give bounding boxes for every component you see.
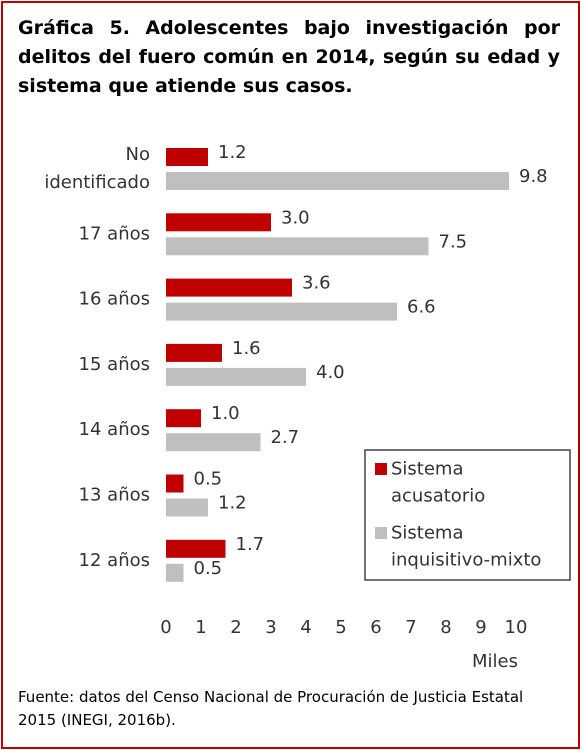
y-tick-label: 14 años [79, 419, 150, 440]
value-label: 3.6 [302, 273, 331, 294]
legend-label: Sistema acusatorio [391, 459, 485, 507]
bar [166, 343, 222, 362]
x-tick-label: 9 [475, 617, 486, 638]
x-tick-label: 1 [195, 617, 206, 638]
x-tick-label: 2 [230, 617, 241, 638]
value-label: 6.6 [407, 297, 436, 318]
legend-label: Sistema inquisitivo-mixto [391, 523, 541, 571]
value-label: 3.0 [281, 207, 310, 228]
value-label: 1.0 [211, 403, 240, 424]
value-label: 4.0 [316, 362, 345, 383]
value-label: 0.5 [194, 558, 223, 579]
bar [166, 302, 397, 321]
x-tick-label: 5 [335, 617, 346, 638]
value-label: 1.2 [218, 493, 247, 514]
legend-swatch [375, 527, 387, 539]
value-label: 1.2 [218, 142, 247, 163]
y-tick-label: 13 años [79, 485, 150, 506]
x-tick-label: 3 [265, 617, 276, 638]
bar [166, 409, 201, 428]
legend-box [364, 449, 571, 581]
bar [166, 172, 509, 190]
x-tick-label: 10 [505, 617, 528, 638]
bar [166, 278, 292, 297]
bar [166, 213, 271, 232]
y-tick-label: 17 años [79, 223, 150, 244]
bar [166, 474, 184, 493]
value-label: 9.8 [519, 166, 548, 187]
chart-title: Gráfica 5. Adolescentes bajo investigaci… [18, 17, 560, 97]
bar [166, 433, 261, 452]
value-label: 0.5 [194, 469, 223, 490]
x-axis-label: Miles [472, 651, 518, 672]
bar [166, 498, 208, 517]
legend-swatch [375, 463, 387, 475]
y-tick-label: 15 años [79, 354, 150, 375]
bar [166, 148, 208, 166]
x-tick-label: 0 [160, 617, 171, 638]
x-tick-label: 4 [300, 617, 311, 638]
value-label: 1.6 [232, 338, 261, 359]
x-tick-label: 7 [405, 617, 416, 638]
y-tick-label: 12 años [79, 550, 150, 571]
y-tick-label: No identificado [44, 144, 150, 193]
y-tick-label: 16 años [79, 289, 150, 310]
value-label: 7.5 [439, 231, 468, 252]
bar [166, 237, 429, 256]
bar [166, 539, 226, 558]
bar [166, 563, 184, 582]
source-note: Fuente: datos del Censo Nacional de Proc… [18, 688, 524, 729]
x-tick-label: 8 [440, 617, 451, 638]
chart: Miles 0 1 2 3 4 5 6 7 8 9 10 No identificado 1.2 9.8 17… [44, 142, 571, 672]
value-label: 2.7 [271, 427, 300, 448]
bar [166, 367, 306, 386]
x-tick-label: 6 [370, 617, 381, 638]
value-label: 1.7 [236, 534, 265, 555]
